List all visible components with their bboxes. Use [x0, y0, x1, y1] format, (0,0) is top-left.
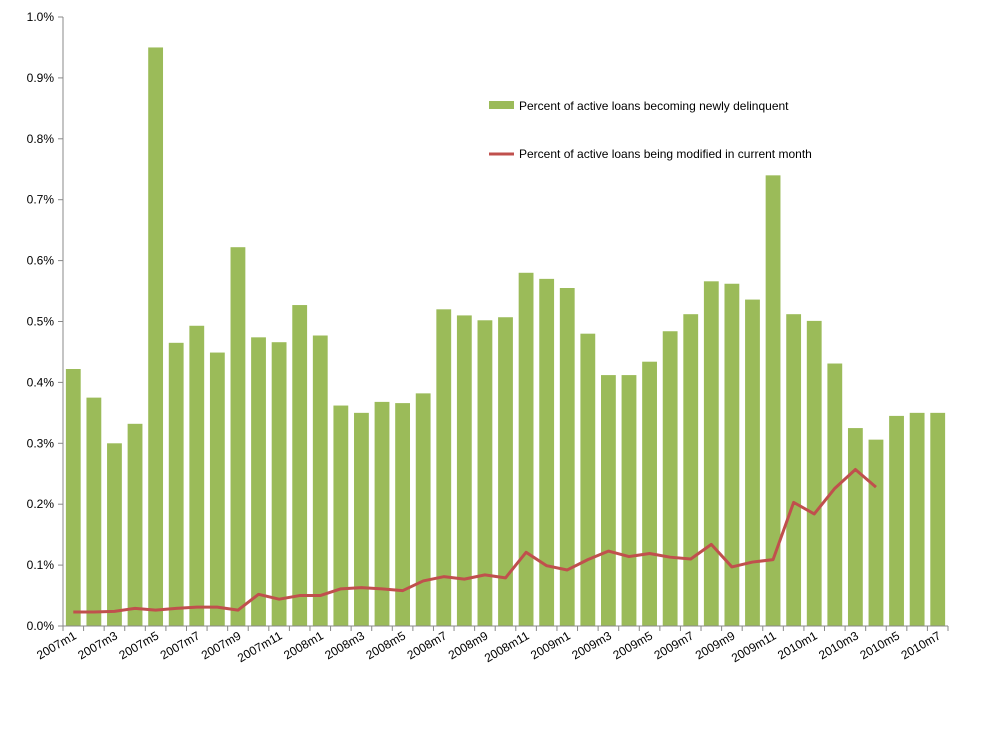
bar — [271, 342, 287, 626]
bar — [539, 278, 555, 626]
x-tick-label: 2007m5 — [117, 628, 162, 662]
x-tick-label: 2007m11 — [235, 628, 285, 665]
bar — [662, 331, 678, 626]
bar — [868, 439, 884, 626]
bar — [168, 342, 184, 626]
x-tick-label: 2008m1 — [281, 628, 326, 662]
bar — [889, 415, 904, 626]
legend-swatch-delinquent — [489, 101, 514, 109]
bar — [600, 375, 616, 626]
line-series-modified — [73, 467, 877, 614]
x-tick-label: 2010m3 — [816, 628, 861, 662]
bar — [580, 333, 596, 626]
bar — [251, 337, 266, 626]
modified-line — [73, 467, 877, 614]
bar — [230, 247, 246, 626]
bar — [374, 401, 390, 626]
x-tick-label: 2007m3 — [75, 628, 120, 662]
y-tick-label: 0.9% — [27, 71, 55, 85]
bar — [477, 320, 493, 626]
axes — [62, 17, 948, 627]
bar — [827, 363, 843, 626]
x-tick-label: 2007m7 — [158, 628, 203, 662]
y-tick-label: 0.7% — [27, 193, 55, 207]
y-tick-label: 0.8% — [27, 132, 55, 146]
legend: Percent of active loans becoming newly d… — [489, 99, 812, 161]
bar — [806, 320, 822, 626]
y-tick-label: 0.0% — [27, 619, 55, 633]
bar — [86, 397, 102, 626]
x-tick-label: 2009m5 — [611, 628, 656, 662]
x-tick-label: 2008m5 — [364, 628, 409, 662]
y-tick-label: 0.6% — [27, 254, 55, 268]
bar — [765, 175, 781, 626]
bar — [127, 423, 143, 626]
bar — [909, 412, 925, 626]
y-tick-label: 0.5% — [27, 315, 55, 329]
bar — [683, 314, 699, 626]
y-tick-label: 0.4% — [27, 375, 55, 389]
y-axis-ticks: 0.0% 0.1% 0.2% 0.3% 0.4% 0.5% 0.6% 0.7% 0.8% 0.9%… — [27, 10, 63, 633]
bar — [456, 315, 472, 626]
bar — [292, 305, 308, 626]
legend-label-modified: Percent of active loans being modified i… — [519, 147, 812, 161]
bar — [847, 428, 863, 626]
y-tick-label: 0.1% — [27, 558, 55, 572]
bar — [786, 314, 802, 626]
bar — [148, 47, 164, 626]
bar — [395, 403, 411, 626]
bar — [107, 443, 122, 626]
bar — [436, 309, 452, 626]
bar — [209, 352, 225, 626]
bar — [312, 335, 328, 626]
bar — [354, 412, 369, 626]
legend-label-delinquent: Percent of active loans becoming newly d… — [519, 99, 789, 113]
bar — [642, 361, 657, 626]
x-tick-label: 2008m11 — [482, 628, 532, 665]
bar — [559, 288, 575, 626]
bar — [333, 405, 349, 626]
bar — [518, 272, 534, 626]
y-tick-label: 0.3% — [27, 436, 55, 450]
x-axis-ticks: 2007m12007m32007m52007m72007m92007m11200… — [34, 626, 949, 665]
bar — [621, 375, 637, 626]
bar — [189, 325, 205, 626]
x-tick-label: 2010m5 — [857, 628, 902, 662]
x-tick-label: 2009m11 — [729, 628, 779, 665]
bar — [498, 317, 513, 626]
bar — [724, 283, 740, 626]
bar — [930, 412, 946, 626]
x-tick-label: 2009m7 — [652, 628, 697, 662]
x-tick-label: 2008m3 — [322, 628, 367, 662]
x-tick-label: 2009m3 — [569, 628, 614, 662]
x-tick-label: 2010m7 — [899, 628, 944, 662]
x-tick-label: 2008m7 — [405, 628, 450, 662]
bar — [65, 369, 81, 626]
bar-series-newly-delinquent — [65, 47, 946, 626]
bar — [745, 299, 760, 626]
bar — [415, 393, 431, 626]
x-tick-label: 2010m1 — [775, 628, 820, 662]
x-tick-label: 2007m1 — [34, 628, 79, 662]
y-tick-label: 1.0% — [27, 10, 55, 24]
x-tick-label: 2009m1 — [528, 628, 573, 662]
y-tick-label: 0.2% — [27, 497, 55, 511]
bar — [703, 281, 719, 626]
